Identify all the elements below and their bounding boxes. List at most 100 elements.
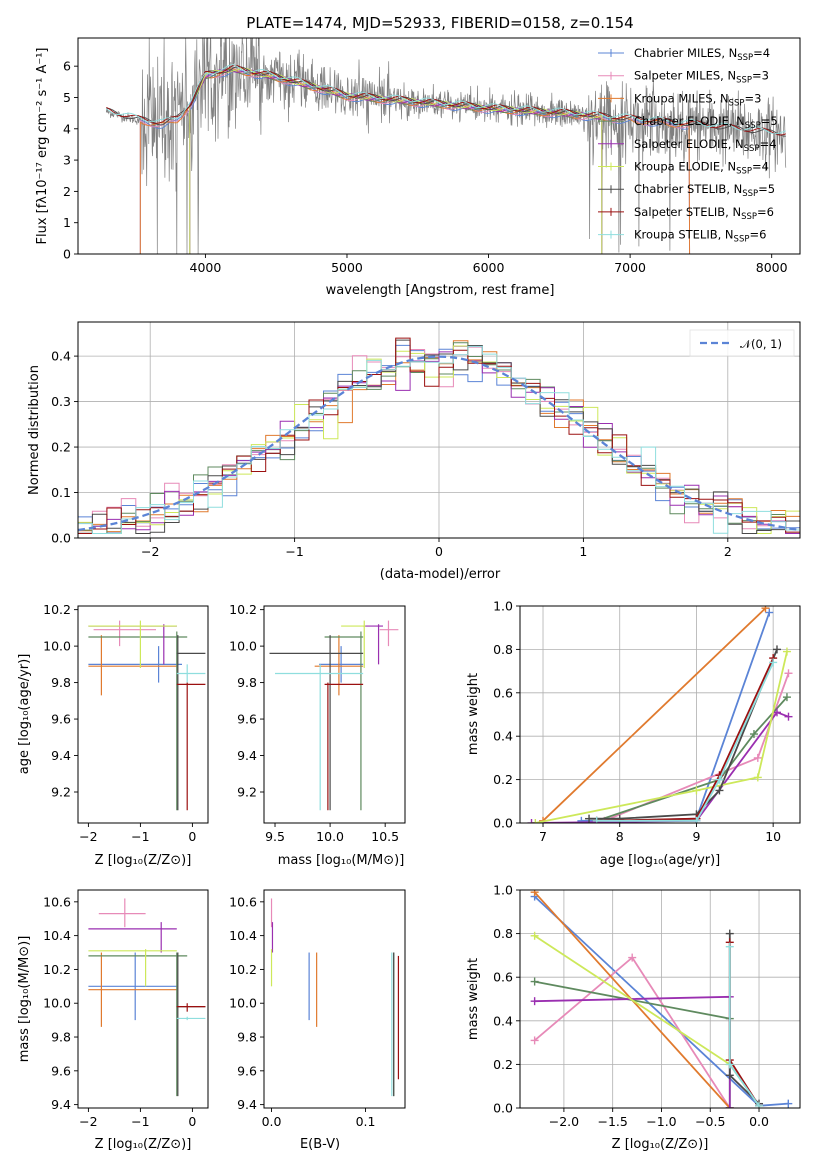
legend-entry-count: =4 xyxy=(753,46,770,60)
weight-line xyxy=(542,607,767,822)
x-tick-label: 9 xyxy=(692,829,700,844)
y-tick-label: 10.0 xyxy=(229,996,257,1011)
x-tick-label: 0.0 xyxy=(262,1114,282,1129)
legend-entry-text: Salpeter STELIB, N xyxy=(634,205,741,219)
plot-area xyxy=(88,620,206,811)
plot-area xyxy=(270,898,400,1097)
plot-area xyxy=(530,890,793,1108)
weight-line xyxy=(535,651,788,823)
axes-frame xyxy=(519,889,801,1109)
x-tick-label: 10 xyxy=(765,829,781,844)
y-tick-label: 10.2 xyxy=(43,962,71,977)
legend-entry-subscript: SSP xyxy=(742,189,758,199)
y-tick-label: 6 xyxy=(63,59,71,74)
x-tick-label: 10.0 xyxy=(316,829,344,844)
histogram-kroupa-stelib xyxy=(78,345,800,538)
legend-box xyxy=(689,329,795,357)
x-tick-label: 0.1 xyxy=(356,1114,376,1129)
x-tick-label: 2 xyxy=(724,544,732,559)
legend-entry-count: =4 xyxy=(760,137,777,151)
axes-frame xyxy=(263,605,406,824)
legend-entry-text: Kroupa ELODIE, N xyxy=(634,160,736,174)
y-tick-label: 9.6 xyxy=(51,1063,71,1078)
panel-age-vs-mass: 9.5 10.0 10.5 9.2 9.4 9.6 9.8 10.0 10.2 mass [log… xyxy=(229,602,406,868)
x-tick-label: −2 xyxy=(79,1114,97,1129)
x-axis-label: E(B-V) xyxy=(300,1137,340,1152)
y-tick-label: 0.0 xyxy=(51,531,71,546)
legend-entry: Chabrier MILES, NSSP=4 xyxy=(634,46,770,63)
y-tick-label: 9.8 xyxy=(51,675,71,690)
y-tick-label: 9.8 xyxy=(237,1030,257,1045)
y-tick-label: 0.8 xyxy=(493,926,513,941)
y-axis-label: mass weight xyxy=(466,673,481,755)
x-axis-label: mass [log₁₀(M/M⊙)] xyxy=(278,853,405,868)
y-tick-label: 9.6 xyxy=(237,1063,257,1078)
panel-spectrum: 4000 5000 6000 7000 8000 0 1 2 3 4 5 6 wavelength [A… xyxy=(35,37,801,298)
weight-line xyxy=(596,696,788,822)
legend-entry-text: Chabrier MILES, N xyxy=(634,46,737,60)
y-tick-label: 0.0 xyxy=(493,816,513,831)
legend-entry-subscript: SSP xyxy=(734,235,750,245)
axes-frame xyxy=(77,605,209,824)
legend-entry-count: =5 xyxy=(761,114,778,128)
y-tick-label: 9.6 xyxy=(237,712,257,727)
x-axis-label: wavelength [Angstrom, rest frame] xyxy=(326,283,555,298)
legend-entry-text: Salpeter MILES, N xyxy=(634,69,736,83)
spectrum-model-line xyxy=(189,67,603,254)
legend-entry: Salpeter MILES, NSSP=3 xyxy=(634,69,769,86)
x-tick-label: −2 xyxy=(141,544,159,559)
y-tick-label: 10.6 xyxy=(229,894,257,909)
weight-line xyxy=(728,933,760,1105)
y-tick-label: 1.0 xyxy=(493,599,513,614)
panel-weight-vs-age: 7 8 9 10 0.0 0.2 0.4 0.6 0.8 1.0 age [log₁₀(age/yr… xyxy=(466,599,801,868)
plot-area xyxy=(105,38,787,254)
y-tick-label: 9.4 xyxy=(51,1097,71,1112)
weight-line xyxy=(728,942,760,1107)
y-axis-label: mass weight xyxy=(466,958,481,1040)
y-tick-label: 0.2 xyxy=(493,772,513,787)
legend-entry: Salpeter STELIB, NSSP=6 xyxy=(634,205,774,222)
legend-entry-text: Kroupa MILES, N xyxy=(634,91,729,105)
weight-line xyxy=(596,662,775,822)
x-tick-label: −1 xyxy=(131,829,149,844)
figure-title: PLATE=1474, MJD=52933, FIBERID=0158, z=0… xyxy=(246,14,633,32)
legend-entry-subscript: SSP xyxy=(744,144,760,154)
x-tick-label: −1 xyxy=(285,544,303,559)
x-tick-label: 1 xyxy=(579,544,587,559)
legend-entry: Chabrier ELODIE, NSSP=5 xyxy=(634,114,778,131)
x-tick-label: −1 xyxy=(131,1114,149,1129)
x-tick-label: −2.0 xyxy=(549,1114,579,1129)
y-tick-label: 9.2 xyxy=(237,785,257,800)
legend-entry: Kroupa STELIB, NSSP=6 xyxy=(634,228,766,245)
x-tick-label: 6000 xyxy=(473,260,505,275)
y-tick-label: 9.4 xyxy=(51,748,71,763)
legend-entry-text: Chabrier ELODIE, N xyxy=(634,114,745,128)
y-tick-label: 9.8 xyxy=(51,1030,71,1045)
x-tick-label: 0 xyxy=(188,829,196,844)
plot-area xyxy=(88,898,206,1097)
y-tick-label: 0.1 xyxy=(51,485,71,500)
gaussian-curve xyxy=(78,355,800,532)
panel-weight-vs-Z: −2.0 −1.5 −1.0 −0.5 0.0 0.0 0.2 0.4 0.6 0.8 1.0 Z [… xyxy=(466,883,801,1152)
y-tick-label: 10.2 xyxy=(43,602,71,617)
legend-entry-count: =6 xyxy=(749,228,766,242)
y-tick-label: 0.4 xyxy=(493,729,513,744)
y-tick-label: 3 xyxy=(63,153,71,168)
y-tick-label: 10.2 xyxy=(229,962,257,977)
axes-frame xyxy=(519,605,801,824)
x-tick-label: 7 xyxy=(539,829,547,844)
spectrum-model-line xyxy=(106,66,786,137)
y-tick-label: 10.2 xyxy=(229,602,257,617)
x-tick-label: −1.5 xyxy=(598,1114,628,1129)
y-tick-label: 0.6 xyxy=(493,685,513,700)
y-tick-label: 10.4 xyxy=(229,928,257,943)
plot-area xyxy=(527,606,793,823)
weight-line xyxy=(581,612,771,822)
y-tick-label: 10.0 xyxy=(229,639,257,654)
x-tick-label: 4000 xyxy=(190,260,222,275)
legend-entry-subscript: SSP xyxy=(729,98,745,108)
y-tick-label: 1.0 xyxy=(493,883,513,898)
weight-line xyxy=(596,657,775,822)
y-tick-label: 0.2 xyxy=(51,440,71,455)
